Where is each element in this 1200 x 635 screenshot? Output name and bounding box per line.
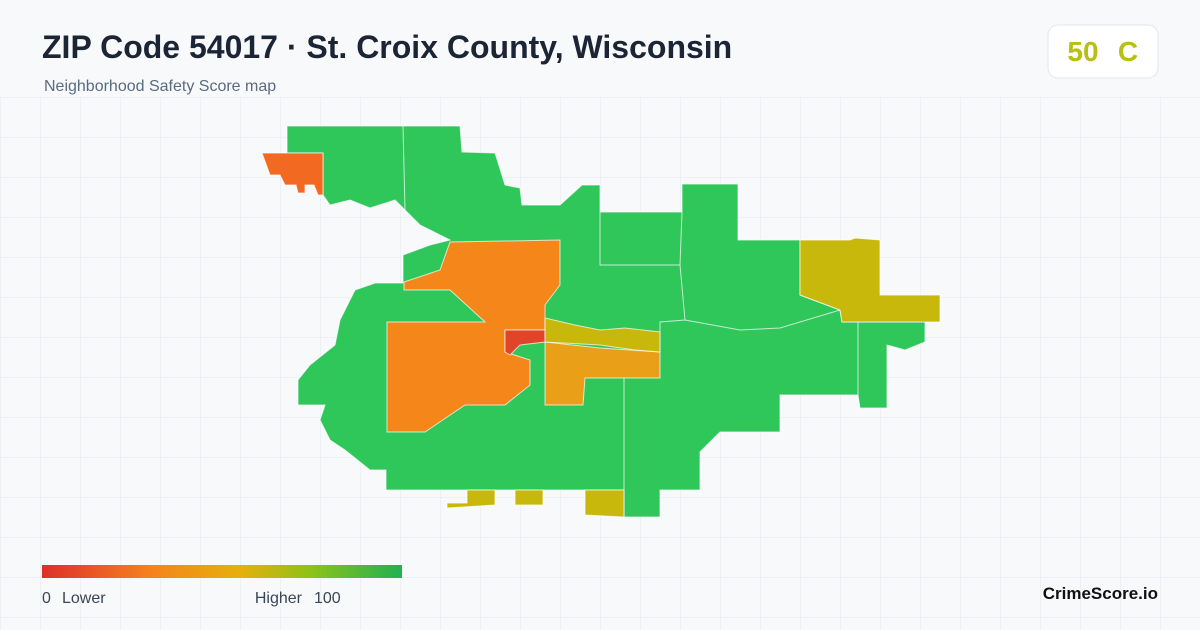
border <box>402 125 406 211</box>
region <box>261 152 324 196</box>
title: ZIP Code 54017 · St. Croix County, Wisco… <box>42 29 732 65</box>
region <box>446 489 496 509</box>
region <box>584 489 625 518</box>
brand: CrimeScore.io <box>1043 584 1158 603</box>
legend-min: 0 <box>42 590 51 607</box>
legend-max: 100 <box>314 590 341 607</box>
border <box>599 211 683 266</box>
region <box>799 237 941 323</box>
region <box>286 125 926 518</box>
legend-min-label: Lower <box>62 590 106 607</box>
legend-max-label: Higher <box>255 590 303 607</box>
region <box>544 341 661 406</box>
score-badge <box>1047 24 1159 79</box>
legend-bar <box>42 565 402 578</box>
map <box>261 125 941 518</box>
score-grade: C <box>1118 36 1138 67</box>
score-value: 50 <box>1067 36 1098 67</box>
region <box>544 317 661 353</box>
subtitle: Neighborhood Safety Score map <box>44 78 276 95</box>
border <box>684 309 841 331</box>
region <box>386 239 561 433</box>
region <box>514 489 544 506</box>
